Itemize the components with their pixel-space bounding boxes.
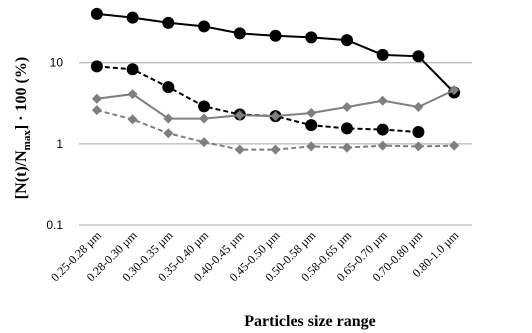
y-axis-title-subscript: max: [21, 130, 33, 151]
series-3-point: [127, 114, 138, 125]
series-0-point: [233, 27, 246, 40]
series-0-line: [96, 12, 455, 94]
series-1-point: [126, 63, 139, 76]
series-3-point: [234, 144, 245, 155]
series-0-point: [198, 20, 211, 33]
y-tick-label: 10: [50, 56, 64, 70]
series-2-point: [199, 113, 210, 124]
series-2-point: [377, 95, 388, 106]
series-1-line: [96, 65, 419, 133]
series-2: [91, 85, 460, 124]
gridlines: [79, 62, 472, 226]
x-axis-title: Particles size range: [244, 313, 376, 330]
y-axis-title-suffix: ] · 100 (%): [13, 57, 30, 130]
y-axis-title-prefix: [N(t)/N: [13, 150, 30, 199]
series-3-point: [91, 105, 102, 116]
series-2-point: [163, 113, 174, 124]
y-tick-label: 1: [56, 137, 63, 151]
series-0-point: [269, 29, 282, 42]
series-0-point: [412, 50, 425, 63]
series-1-point: [305, 119, 318, 132]
y-tick-label: 0.1: [46, 218, 63, 232]
y-axis-title: [N(t)/Nmax] · 100 (%): [13, 57, 33, 199]
series-1-point: [162, 81, 175, 94]
series-2-point: [91, 93, 102, 104]
series-1-point: [90, 60, 103, 73]
series-0: [90, 7, 461, 99]
series-3: [91, 105, 460, 155]
y-axis-ticks: 0.1 1 10: [46, 56, 63, 232]
series-2-point: [341, 101, 352, 112]
series-0-point: [90, 7, 103, 20]
series-0-point: [376, 48, 389, 61]
series-1-point: [198, 100, 211, 113]
series-2-point: [306, 108, 317, 119]
series-1-point: [376, 123, 389, 136]
series-3-point: [413, 141, 424, 152]
series-1-point: [412, 126, 425, 139]
series-0-point: [126, 11, 139, 24]
series-0-point: [162, 16, 175, 29]
series-3-point: [199, 137, 210, 148]
series-2-point: [270, 111, 281, 122]
series-2-point: [413, 101, 424, 112]
series-3-point: [449, 140, 460, 151]
series-0-point: [305, 31, 318, 44]
x-axis-ticks: 0.25-0.28 µm0.28-0.30 µm0.30-0.35 µm0.35…: [48, 228, 462, 285]
series-2-point: [127, 89, 138, 100]
series-layer: [90, 7, 461, 155]
series-3-point: [306, 141, 317, 152]
series-0-point: [340, 34, 353, 47]
series-3-point: [341, 142, 352, 153]
series-2-point: [234, 110, 245, 121]
series-3-point: [377, 140, 388, 151]
series-3-point: [270, 144, 281, 155]
series-2-point: [449, 85, 460, 96]
series-1-point: [340, 122, 353, 135]
series-3-point: [163, 128, 174, 139]
